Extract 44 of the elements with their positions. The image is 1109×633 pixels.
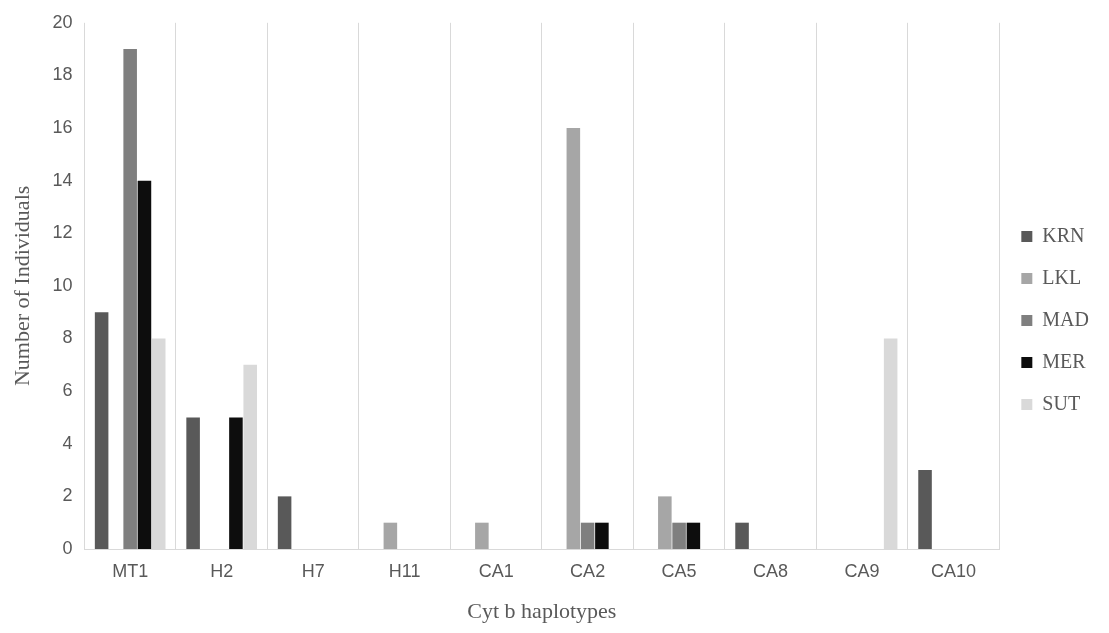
x-tick-label: H2 [210, 560, 234, 581]
bar [186, 417, 200, 549]
bar [137, 180, 152, 549]
x-tick-label: H11 [388, 560, 421, 581]
y-tick-label: 10 [52, 274, 73, 295]
bar [566, 128, 581, 549]
bar [735, 522, 749, 549]
y-tick-label: 2 [62, 485, 73, 506]
x-tick-label: MT1 [112, 560, 149, 581]
legend-label: KRN [1042, 223, 1085, 246]
x-tick-label: CA10 [931, 560, 977, 581]
bar [383, 522, 398, 549]
bar [580, 522, 595, 549]
y-axis-title: Number of Individuals [8, 185, 34, 387]
bar [277, 496, 292, 549]
x-tick-label: H7 [301, 560, 325, 581]
legend-label: SUT [1042, 391, 1081, 414]
y-tick-label: 12 [52, 222, 73, 243]
bar [123, 49, 137, 549]
bar [94, 312, 109, 549]
x-tick-label: CA8 [753, 560, 789, 581]
legend-label: MER [1042, 349, 1087, 372]
bar [475, 522, 489, 549]
x-tick-label: CA5 [661, 560, 697, 581]
bar [686, 522, 701, 549]
y-tick-label: 20 [52, 11, 73, 32]
legend-label: LKL [1042, 265, 1082, 288]
y-tick-label: 16 [52, 117, 73, 138]
x-tick-label: CA9 [844, 560, 880, 581]
bar [595, 522, 609, 549]
bar [658, 496, 672, 549]
y-tick-label: 18 [52, 64, 73, 85]
y-tick-label: 0 [62, 537, 73, 558]
y-tick-label: 4 [62, 432, 73, 453]
x-axis-title: Cyt b haplotypes [467, 597, 617, 623]
x-tick-label: CA1 [478, 560, 514, 581]
bar [229, 417, 243, 549]
bar [918, 470, 932, 549]
x-tick-label: CA2 [570, 560, 606, 581]
bar [672, 522, 686, 549]
y-tick-label: 14 [52, 169, 73, 190]
y-tick-label: 6 [62, 380, 73, 401]
y-tick-label: 8 [62, 327, 73, 348]
legend-label: MAD [1042, 307, 1089, 330]
